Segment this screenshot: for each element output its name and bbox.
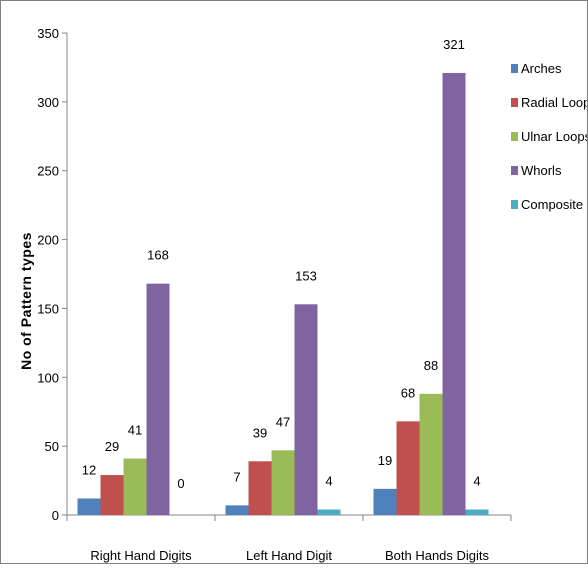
y-axis-ticks: 0 50 100 150 200 250 300 350 (37, 26, 67, 523)
data-label: 29 (105, 439, 119, 454)
bar (123, 458, 147, 515)
legend-swatch (511, 132, 518, 141)
data-label: 4 (325, 473, 332, 488)
y-tick-label: 50 (45, 439, 59, 454)
legend-label: Composite (521, 197, 583, 212)
legend: Arches Radial Loops Ulnar Loops Whorls Compo… (511, 61, 588, 212)
category-label: Right Hand Digits (90, 548, 192, 563)
data-label: 7 (233, 469, 240, 484)
y-tick-label: 200 (37, 233, 59, 248)
data-labels: 12 29 41 168 0 7 39 47 153 4 19 68 88 321 4 (82, 37, 481, 491)
legend-swatch (511, 98, 518, 107)
legend-swatch (511, 166, 518, 175)
data-label: 68 (401, 385, 415, 400)
legend-label: Whorls (521, 163, 562, 178)
bar (77, 498, 101, 515)
data-label: 0 (177, 476, 184, 491)
bar (248, 461, 272, 515)
bar (419, 393, 443, 515)
bar (396, 421, 420, 515)
x-axis-ticks (66, 515, 512, 521)
legend-label: Ulnar Loops (521, 129, 587, 144)
data-label: 4 (473, 473, 480, 488)
y-tick-label: 150 (37, 301, 59, 316)
data-label: 41 (128, 423, 142, 438)
bar (317, 509, 341, 515)
legend-label: Arches (521, 61, 562, 76)
data-label: 12 (82, 462, 96, 477)
legend-swatch (511, 64, 518, 73)
data-label: 39 (253, 425, 267, 440)
legend-label: Radial Loops (521, 95, 587, 110)
bar (442, 72, 466, 516)
data-label: 88 (424, 358, 438, 373)
bar (271, 450, 295, 515)
y-tick-label: 100 (37, 370, 59, 385)
y-tick-label: 350 (37, 26, 59, 41)
data-label: 168 (147, 248, 169, 263)
category-label: Left Hand Digit (246, 548, 332, 563)
bar (146, 283, 170, 515)
data-label: 321 (443, 37, 465, 52)
y-axis-title: No of Pattern types (18, 232, 34, 370)
bar (294, 304, 318, 515)
bar (465, 509, 489, 515)
y-tick-label: 250 (37, 164, 59, 179)
y-tick-label: 300 (37, 95, 59, 110)
legend-swatch (511, 200, 518, 209)
y-tick-label: 0 (52, 508, 59, 523)
category-labels: Right Hand Digits Left Hand Digit Both Han… (90, 548, 489, 563)
category-label: Both Hands Digits (385, 548, 490, 563)
bars (77, 72, 489, 516)
data-label: 153 (295, 268, 317, 283)
bar (225, 505, 249, 515)
data-label: 47 (276, 414, 290, 429)
bar (100, 475, 124, 515)
data-label: 19 (378, 453, 392, 468)
bar (373, 488, 397, 515)
